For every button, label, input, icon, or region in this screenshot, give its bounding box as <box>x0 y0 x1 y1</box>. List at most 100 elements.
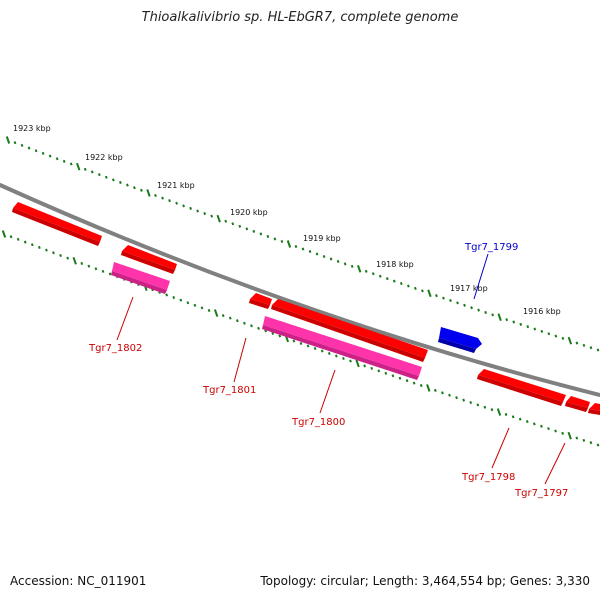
gene-label-tgr7-1797[interactable]: Tgr7_1797 <box>514 488 568 499</box>
scale-minor-tick <box>301 247 305 251</box>
scale-minor-tick <box>80 261 84 265</box>
scale-minor-tick <box>342 356 345 361</box>
scale-minor-tick <box>231 222 235 226</box>
scale-minor-tick <box>83 167 87 171</box>
scale-minor-tick <box>399 282 403 286</box>
upper-scale <box>5 136 600 352</box>
scale-minor-tick <box>59 253 62 258</box>
scale-minor-tick <box>90 170 94 174</box>
scale-minor-tick <box>554 334 558 338</box>
gene-tgr7-1801-block[interactable] <box>121 245 177 274</box>
scale-major-tick <box>567 431 572 440</box>
ruler-label: 1916 kbp <box>523 307 561 316</box>
scale-minor-tick <box>327 351 331 356</box>
scale-minor-tick <box>52 251 55 255</box>
scale-minor-tick <box>23 240 27 244</box>
scale-minor-tick <box>575 341 579 345</box>
scale-minor-tick <box>370 366 374 370</box>
scale-minor-tick <box>435 294 438 298</box>
scale-minor-tick <box>470 306 473 310</box>
scale-minor-tick <box>412 381 416 385</box>
topology-text: Topology: circular; Length: 3,464,554 bp… <box>260 574 590 588</box>
gene-label-tgr7-1798[interactable]: Tgr7_1798 <box>461 472 515 483</box>
gene-edge-block[interactable] <box>588 403 600 415</box>
ruler-label: 1922 kbp <box>85 153 123 162</box>
gene-tgr7-1800b-block[interactable] <box>262 316 422 380</box>
scale-minor-tick <box>350 264 354 268</box>
gene-tgr7-1799-block[interactable] <box>438 327 482 353</box>
scale-minor-tick <box>596 443 600 447</box>
gene-label-tgr7-1802[interactable]: Tgr7_1802 <box>88 343 142 354</box>
scale-minor-tick <box>421 289 424 293</box>
ruler-label: 1919 kbp <box>303 234 341 243</box>
scale-minor-tick <box>518 417 522 421</box>
scale-major-tick <box>216 214 221 223</box>
gene-tgr7-1800-block[interactable] <box>271 299 428 362</box>
scale-minor-tick <box>364 269 368 273</box>
scale-minor-tick <box>48 154 52 158</box>
scale-minor-tick <box>66 256 70 260</box>
scale-minor-tick <box>384 371 388 375</box>
label-leader-line <box>491 427 510 469</box>
scale-minor-tick <box>582 438 586 442</box>
scale-minor-tick <box>210 214 214 218</box>
gene-tgr7-1802-block[interactable] <box>12 202 102 246</box>
scale-minor-tick <box>525 420 529 424</box>
scale-minor-tick <box>561 336 565 340</box>
scale-minor-tick <box>385 277 389 281</box>
scale-minor-tick <box>414 286 417 290</box>
scale-minor-tick <box>101 269 105 273</box>
scale-minor-tick <box>126 183 129 187</box>
gene-label-tgr7-1800[interactable]: Tgr7_1800 <box>291 417 345 428</box>
scale-minor-tick <box>449 298 452 303</box>
scale-minor-tick <box>278 334 282 338</box>
scale-minor-tick <box>273 237 277 241</box>
scale-minor-tick <box>455 396 458 400</box>
scale-minor-tick <box>547 332 551 336</box>
scale-minor-tick <box>175 201 178 205</box>
scale-minor-tick <box>172 296 176 300</box>
scale-minor-tick <box>313 346 317 351</box>
scale-major-tick <box>1 230 7 238</box>
scale-minor-tick <box>9 235 13 239</box>
scale-minor-tick <box>505 318 509 322</box>
scale-minor-tick <box>526 325 530 329</box>
scale-minor-tick <box>582 343 586 347</box>
scale-minor-tick <box>34 149 38 153</box>
scale-major-tick <box>497 313 502 322</box>
scale-minor-tick <box>378 274 382 278</box>
scale-minor-tick <box>547 427 550 431</box>
gene-tgr7-1797-block[interactable] <box>565 396 590 412</box>
scale-minor-tick <box>596 348 600 352</box>
gene-tgr7-1798-block[interactable] <box>477 369 566 406</box>
scale-minor-tick <box>182 204 185 208</box>
scale-minor-tick <box>540 329 544 333</box>
label-leader-line <box>319 369 336 414</box>
scale-minor-tick <box>55 157 59 161</box>
gene-label-tgr7-1801[interactable]: Tgr7_1801 <box>202 385 256 396</box>
scale-minor-tick <box>45 248 48 252</box>
scale-minor-tick <box>554 429 557 433</box>
scale-major-tick <box>286 240 292 248</box>
scale-minor-tick <box>533 327 537 331</box>
scale-minor-tick <box>203 212 207 216</box>
scale-minor-tick <box>179 298 183 302</box>
scale-minor-tick <box>140 188 143 192</box>
scale-minor-tick <box>334 354 338 358</box>
scale-major-tick <box>146 189 151 197</box>
scale-minor-tick <box>189 206 192 210</box>
scale-major-tick <box>357 265 362 273</box>
scale-minor-tick <box>186 301 190 305</box>
scale-minor-tick <box>589 441 593 445</box>
gene-label-tgr7-1799[interactable]: Tgr7_1799 <box>464 242 518 253</box>
scale-minor-tick <box>221 314 225 318</box>
scale-minor-tick <box>504 412 508 416</box>
scale-minor-tick <box>133 186 136 190</box>
scale-minor-tick <box>207 308 211 312</box>
gene-small-red-block[interactable] <box>249 293 272 309</box>
scale-minor-tick <box>343 262 347 266</box>
scale-minor-tick <box>259 232 263 236</box>
scale-minor-tick <box>280 239 284 244</box>
gene-tgr7-1801b-block[interactable] <box>111 262 170 294</box>
